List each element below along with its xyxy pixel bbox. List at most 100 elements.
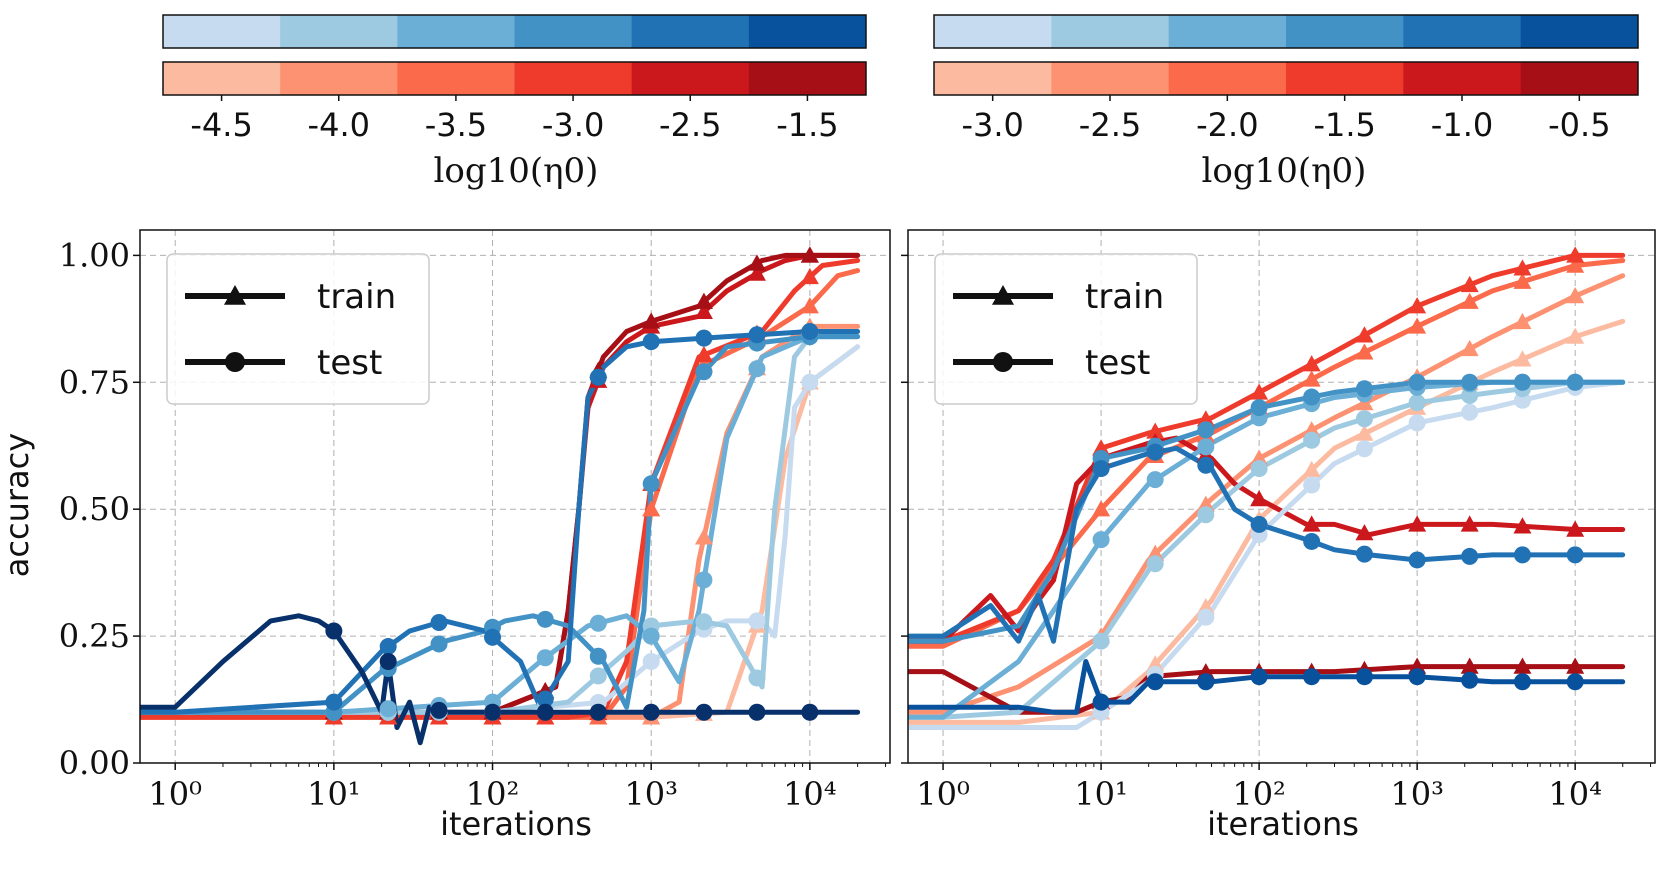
data-point <box>379 700 397 718</box>
data-point <box>1513 657 1532 674</box>
colorbar-swatch-red <box>1403 62 1522 95</box>
colorbar-right: -3.0 -2.5 -2.0 -1.5 -1.0 -0.5 log10(η0) <box>933 14 1639 191</box>
data-point <box>801 373 819 391</box>
data-point <box>642 703 660 721</box>
colorbar-swatch-red <box>163 62 281 95</box>
data-point <box>1355 440 1373 458</box>
data-point <box>1461 403 1479 421</box>
colorbar-tick-label: -2.0 <box>1196 106 1258 144</box>
data-point <box>748 360 766 378</box>
data-point <box>1250 668 1268 686</box>
series-line <box>908 318 1626 725</box>
data-point <box>1566 256 1585 273</box>
colorbar-swatch-red <box>1051 62 1170 95</box>
panel-left: 10⁰ 10¹ 10² 10³ 10⁴ 0.00 0.25 0.50 0.75 1.00 train… <box>59 229 891 813</box>
data-point <box>430 701 448 719</box>
legend-label: test <box>1085 343 1150 383</box>
data-point <box>1461 373 1479 391</box>
data-point <box>1408 317 1427 334</box>
legend-circle-marker <box>225 352 245 372</box>
data-point <box>325 622 343 640</box>
data-point <box>1408 668 1426 686</box>
data-point <box>1197 456 1215 474</box>
data-point <box>642 312 661 329</box>
data-point <box>1460 292 1479 309</box>
colorbar-swatch-blue <box>631 15 750 48</box>
colorbar-right-ticks: -3.0 -2.5 -2.0 -1.5 -1.0 -0.5 <box>961 95 1611 144</box>
data-point <box>800 297 819 314</box>
y-ticks: 0.00 0.25 0.50 0.75 1.00 <box>59 236 140 782</box>
data-point <box>536 610 554 628</box>
data-point <box>1460 339 1479 357</box>
data-point <box>1355 524 1374 541</box>
data-point <box>1461 387 1479 405</box>
data-point <box>1513 350 1532 367</box>
colorbar-left-blue <box>162 14 867 49</box>
x-tick-label: 10³ <box>1390 775 1444 813</box>
legend-triangle-marker <box>224 285 246 305</box>
data-point <box>1146 555 1164 573</box>
x-tick-label: 10¹ <box>1074 775 1128 813</box>
x-axis-label-right: iterations <box>1207 805 1359 843</box>
data-point <box>1196 410 1215 427</box>
colorbar-frame <box>933 14 1639 49</box>
colorbar-tick-label: -2.5 <box>659 106 721 144</box>
series-line <box>908 252 1626 644</box>
colorbar-frame <box>933 61 1639 96</box>
data-point <box>1197 506 1215 524</box>
x-tick-label: 10⁰ <box>148 775 202 813</box>
legend: train test <box>166 253 430 405</box>
data-point <box>694 345 713 363</box>
x-tick-label: 10² <box>466 775 520 813</box>
data-point <box>1566 373 1584 391</box>
data-point <box>1197 421 1215 439</box>
y-tick-label: 0.75 <box>59 363 130 401</box>
data-point <box>536 649 554 667</box>
data-point <box>589 614 607 632</box>
y-tick-label: 1.00 <box>59 236 130 274</box>
data-point <box>801 703 819 721</box>
axes-frame <box>139 229 891 764</box>
x-tick-label: 10⁴ <box>1548 775 1602 813</box>
legend-triangle-marker <box>992 285 1014 305</box>
series-markers <box>325 622 819 721</box>
data-point <box>1408 414 1426 432</box>
data-point <box>801 323 819 341</box>
colorbar-swatch-blue <box>163 15 281 48</box>
colorbar-left-ticks: -4.5 -4.0 -3.5 -3.0 -2.5 -1.5 <box>190 95 839 144</box>
colorbar-tick-label: -3.5 <box>425 106 487 144</box>
colorbar-tick-label: -3.0 <box>961 106 1023 144</box>
data-point <box>1302 355 1321 372</box>
series-line <box>140 329 861 715</box>
data-point <box>642 475 660 493</box>
plot-area <box>140 246 861 746</box>
data-point <box>1461 547 1479 565</box>
series-markers <box>325 323 819 711</box>
y-tick-label: 0.00 <box>59 744 130 782</box>
data-point <box>1146 443 1164 461</box>
colorbar-left-label: log10(η0) <box>434 151 599 191</box>
colorbar-swatch-blue <box>934 15 1052 48</box>
data-point <box>430 614 448 632</box>
data-point <box>536 690 554 708</box>
colorbar-swatch-red <box>397 62 515 95</box>
data-point <box>695 571 713 589</box>
data-point <box>1566 246 1585 263</box>
colorbar-right-red <box>933 61 1639 96</box>
y-ticks <box>901 254 908 764</box>
colorbar-tick-label: -0.5 <box>1548 106 1610 144</box>
plot-area <box>908 246 1626 730</box>
data-point <box>1408 394 1426 412</box>
data-point <box>747 254 766 271</box>
data-point <box>1355 410 1373 428</box>
data-point <box>1302 460 1321 478</box>
data-point <box>747 264 766 281</box>
data-point <box>1355 424 1374 441</box>
colorbar-tick-label: -4.0 <box>308 106 370 144</box>
colorbar-frame <box>162 14 867 49</box>
data-point <box>1408 373 1426 391</box>
y-tick-label: 0.25 <box>59 617 130 655</box>
colorbar-swatch-blue <box>1051 15 1170 48</box>
data-point <box>1566 327 1585 344</box>
